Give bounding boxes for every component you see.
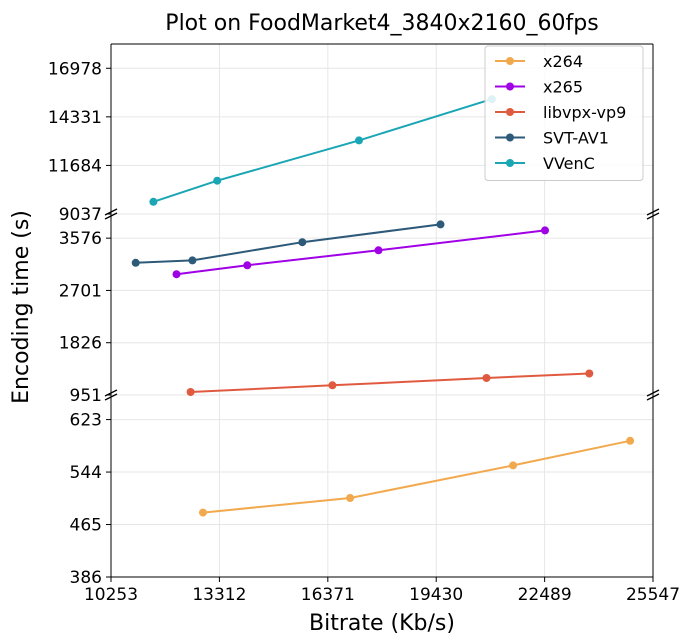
data-point-x265: [541, 226, 549, 235]
data-point-x265: [374, 246, 383, 255]
y-tick-label: 9037: [59, 205, 102, 225]
y-tick-label: 16978: [48, 59, 102, 79]
legend-marker-libvpx-vp9: [506, 108, 514, 116]
x-tick-label: 19430: [409, 585, 463, 605]
data-point-libvpx-vp9: [585, 369, 594, 378]
data-point-vvenc: [355, 136, 363, 145]
data-point-libvpx-vp9: [482, 374, 491, 382]
axis-break-mark: [646, 389, 660, 397]
y-tick-label: 11684: [48, 156, 102, 176]
data-point-x264: [509, 461, 518, 470]
data-point-svt-av1: [436, 220, 445, 229]
y-axis-title: Encoding time (s): [9, 210, 34, 404]
data-point-x265: [243, 261, 252, 270]
y-tick-label: 1826: [59, 334, 102, 354]
y-tick-label: 465: [70, 516, 102, 536]
axis-break-mark: [646, 208, 660, 216]
data-point-libvpx-vp9: [328, 381, 337, 390]
y-tick-label: 544: [70, 463, 102, 483]
x-tick-label: 22489: [518, 585, 572, 605]
x-tick-label: 16371: [301, 585, 355, 605]
legend-label: libvpx-vp9: [543, 103, 626, 122]
y-tick-label: 951: [70, 386, 102, 406]
data-point-x264: [346, 494, 355, 502]
series-line-x265: [176, 229, 546, 276]
series-line-libvpx-vp9: [190, 372, 590, 393]
data-point-svt-av1: [298, 238, 307, 247]
data-point-vvenc: [149, 197, 158, 206]
legend-marker-x265: [506, 82, 514, 91]
data-point-vvenc: [213, 176, 222, 185]
x-axis-title: Bitrate (Kb/s): [309, 611, 455, 636]
axis-break-mark: [646, 393, 660, 401]
x-tick-label: 10253: [84, 585, 138, 605]
series-line-svt-av1: [135, 223, 441, 264]
legend-label: SVT-AV1: [543, 129, 609, 148]
y-tick-label: 386: [70, 568, 102, 588]
legend: x264 x265 libvpx-vp9 SVT-AV1 VVenC: [484, 45, 644, 181]
series-line-vvenc: [153, 98, 493, 203]
legend-label: x265: [543, 78, 583, 97]
tick-layer: 9037 11684 14331 16978 951 1826 2701 3576 386 465…: [48, 59, 680, 605]
data-point-x264: [626, 436, 635, 445]
axis-break-mark: [104, 393, 118, 401]
legend-label: x264: [543, 52, 583, 71]
legend-marker-x264: [506, 57, 514, 65]
legend-label: VVenC: [543, 154, 595, 173]
legend-box: [484, 45, 644, 181]
data-point-x264: [199, 508, 207, 517]
y-tick-label: 3576: [59, 229, 102, 249]
data-point-libvpx-vp9: [186, 388, 195, 396]
series-line-x264: [202, 439, 631, 514]
y-tick-label: 623: [70, 411, 102, 431]
x-tick-label: 25547: [626, 585, 680, 605]
frame-layer: [104, 43, 660, 578]
x-tick-label: 13312: [192, 585, 246, 605]
data-point-svt-av1: [131, 258, 140, 267]
data-point-svt-av1: [188, 256, 197, 265]
chart-title: Plot on FoodMarket4_3840x2160_60fps: [165, 11, 598, 36]
axis-break-mark: [646, 212, 660, 220]
data-point-x265: [172, 270, 181, 279]
axis-break-mark: [104, 212, 118, 220]
legend-marker-vvenc: [506, 159, 514, 167]
legend-marker-svt-av1: [506, 133, 514, 142]
y-tick-label: 14331: [48, 108, 102, 128]
y-tick-label: 2701: [59, 281, 102, 301]
